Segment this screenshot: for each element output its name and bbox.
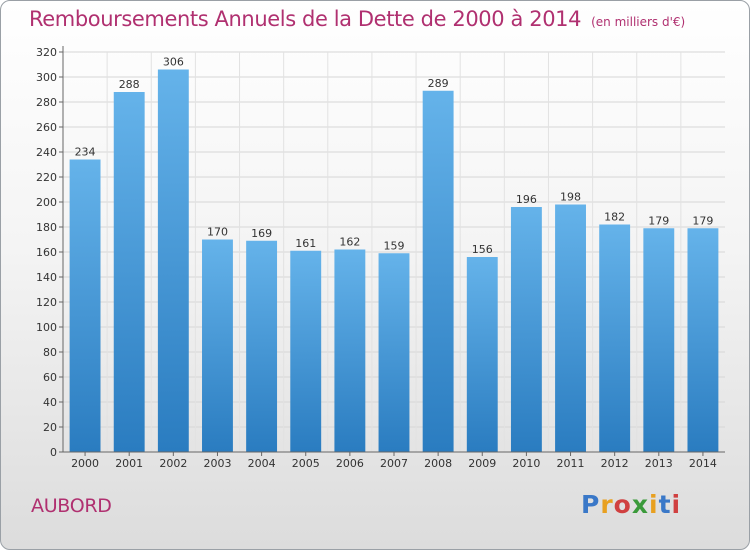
value-label-2008: 289 <box>428 77 449 90</box>
y-tick-label: 100 <box>36 321 57 334</box>
x-tick-label-2002: 2002 <box>159 457 187 470</box>
x-tick-label-2004: 2004 <box>248 457 276 470</box>
x-tick-label-2006: 2006 <box>336 457 364 470</box>
x-tick-label-2012: 2012 <box>601 457 629 470</box>
y-tick-label: 260 <box>36 121 57 134</box>
x-tick-label-2013: 2013 <box>645 457 673 470</box>
y-tick-label: 300 <box>36 71 57 84</box>
logo-letter: r <box>600 490 614 519</box>
value-label-2013: 179 <box>648 214 669 227</box>
logo-letter: i <box>671 490 682 519</box>
x-tick-label-2009: 2009 <box>468 457 496 470</box>
value-label-2004: 169 <box>251 227 272 240</box>
bar-2005[interactable] <box>290 250 322 452</box>
y-tick-label: 120 <box>36 296 57 309</box>
bar-2012[interactable] <box>599 224 631 453</box>
bar-2013[interactable] <box>643 228 675 452</box>
y-tick-label: 220 <box>36 171 57 184</box>
logo-letter: x <box>631 490 649 519</box>
bar-2014[interactable] <box>687 228 719 452</box>
commune-name: AUBORD <box>31 495 112 517</box>
value-label-2002: 306 <box>163 56 184 69</box>
x-tick-label-2007: 2007 <box>380 457 408 470</box>
y-tick-label: 200 <box>36 196 57 209</box>
x-tick-label-2014: 2014 <box>689 457 717 470</box>
bar-2008[interactable] <box>422 90 454 452</box>
y-tick-label: 280 <box>36 96 57 109</box>
y-tick-label: 40 <box>43 396 57 409</box>
chart-title-block: Remboursements Annuels de la Dette de 20… <box>29 7 685 31</box>
x-tick-label-2003: 2003 <box>203 457 231 470</box>
y-tick-label: 180 <box>36 221 57 234</box>
bar-2001[interactable] <box>113 92 145 452</box>
bar-2002[interactable] <box>157 69 189 453</box>
bar-2004[interactable] <box>246 240 278 452</box>
value-label-2006: 162 <box>339 236 360 249</box>
y-tick-label: 160 <box>36 246 57 259</box>
y-tick-label: 0 <box>50 446 57 459</box>
value-label-2003: 170 <box>207 226 228 239</box>
value-label-2007: 159 <box>384 239 405 252</box>
y-tick-label: 20 <box>43 421 57 434</box>
value-label-2012: 182 <box>604 211 625 224</box>
bar-2000[interactable] <box>69 159 101 453</box>
logo-letter: i <box>649 490 659 519</box>
value-label-2005: 161 <box>295 237 316 250</box>
x-tick-label-2005: 2005 <box>292 457 320 470</box>
bar-2010[interactable] <box>510 207 542 452</box>
value-label-2010: 196 <box>516 193 537 206</box>
bar-2003[interactable] <box>202 239 233 453</box>
value-label-2011: 198 <box>560 191 581 204</box>
value-label-2009: 156 <box>472 243 493 256</box>
x-tick-label-2000: 2000 <box>71 457 99 470</box>
chart-title: Remboursements Annuels de la Dette de 20… <box>29 7 582 31</box>
logo-letter: P <box>581 490 601 519</box>
value-label-2014: 179 <box>692 214 713 227</box>
y-tick-label: 140 <box>36 271 57 284</box>
x-tick-label-2008: 2008 <box>424 457 452 470</box>
bar-2006[interactable] <box>334 249 366 453</box>
bar-2007[interactable] <box>378 253 410 452</box>
y-tick-label: 80 <box>43 346 57 359</box>
bar-2009[interactable] <box>466 257 498 452</box>
y-tick-label: 60 <box>43 371 57 384</box>
bar-2011[interactable] <box>555 204 586 453</box>
y-tick-label: 320 <box>36 46 57 59</box>
chart-subtitle: (en milliers d'€) <box>591 15 686 29</box>
value-label-2000: 234 <box>75 146 96 159</box>
x-tick-label-2010: 2010 <box>512 457 540 470</box>
x-tick-label-2011: 2011 <box>557 457 585 470</box>
y-tick-label: 240 <box>36 146 57 159</box>
logo-letter: o <box>613 490 632 519</box>
proxiti-logo[interactable]: Proxiti <box>581 490 681 519</box>
logo-letter: t <box>658 490 672 519</box>
value-label-2001: 288 <box>119 78 140 91</box>
x-tick-label-2001: 2001 <box>115 457 143 470</box>
